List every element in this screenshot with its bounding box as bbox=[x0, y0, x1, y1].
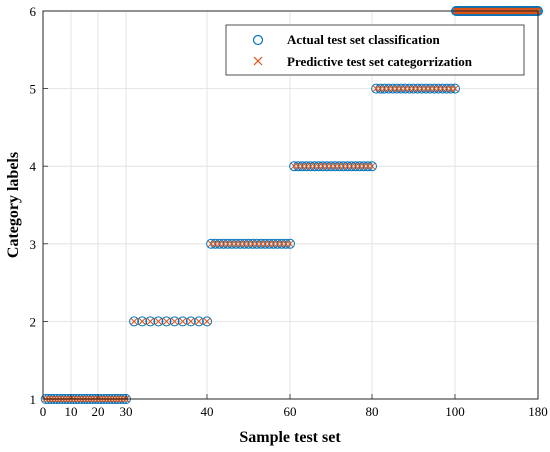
legend-marker-actual bbox=[252, 34, 264, 46]
legend: Actual test set classification Predictiv… bbox=[225, 24, 525, 76]
predicted-point bbox=[163, 318, 170, 325]
predicted-point bbox=[138, 318, 146, 325]
actual-point bbox=[161, 316, 172, 327]
x-axis-label: Sample test set bbox=[239, 429, 341, 446]
actual-point bbox=[193, 316, 204, 327]
plot-frame bbox=[42, 10, 539, 400]
actual-point bbox=[177, 316, 188, 327]
x-tick-label: 20 bbox=[92, 404, 105, 419]
predicted-point bbox=[195, 318, 203, 325]
legend-marker-predicted bbox=[253, 56, 263, 66]
x-tick-label: 40 bbox=[201, 404, 214, 419]
actual-point bbox=[202, 316, 212, 327]
x-ticks: 0 10 20 30 40 60 80 100 180 bbox=[40, 394, 548, 419]
actual-series bbox=[40, 6, 543, 404]
predicted-point bbox=[286, 240, 294, 248]
plot-area bbox=[43, 11, 538, 399]
predicted-point bbox=[179, 318, 187, 325]
legend-label-predicted: Predictive test set categorrization bbox=[287, 54, 473, 69]
predicted-point bbox=[187, 318, 195, 325]
y-ticks: 1 2 3 4 5 6 bbox=[30, 4, 48, 407]
x-tick-label: 30 bbox=[120, 404, 133, 419]
legend-label-actual: Actual test set classification bbox=[287, 32, 440, 47]
actual-point bbox=[153, 316, 164, 327]
y-tick-label: 3 bbox=[30, 237, 37, 252]
actual-point bbox=[129, 316, 140, 327]
x-tick-label: 60 bbox=[284, 404, 297, 419]
y-tick-label: 5 bbox=[30, 82, 37, 97]
y-tick-label: 2 bbox=[30, 314, 37, 329]
x-tick-label: 0 bbox=[40, 404, 47, 419]
actual-point bbox=[137, 316, 148, 327]
actual-point bbox=[185, 316, 196, 327]
y-tick-label: 6 bbox=[30, 4, 37, 19]
y-tick-label: 4 bbox=[30, 159, 37, 174]
actual-point bbox=[145, 316, 156, 327]
x-tick-label: 180 bbox=[528, 404, 548, 419]
predicted-point bbox=[155, 318, 162, 325]
actual-point bbox=[169, 316, 180, 327]
y-tick-label: 1 bbox=[30, 392, 37, 407]
predicted-point bbox=[451, 85, 459, 92]
x-tick-label: 10 bbox=[65, 404, 78, 419]
predicted-point bbox=[146, 318, 154, 325]
predicted-point bbox=[130, 318, 138, 325]
y-axis-label: Category labels bbox=[5, 152, 22, 258]
predicted-point bbox=[203, 318, 211, 325]
predicted-point bbox=[368, 162, 376, 170]
x-tick-label: 100 bbox=[445, 404, 465, 419]
legend-box bbox=[225, 24, 525, 76]
x-tick-label: 80 bbox=[366, 404, 379, 419]
predicted-point bbox=[171, 318, 178, 325]
